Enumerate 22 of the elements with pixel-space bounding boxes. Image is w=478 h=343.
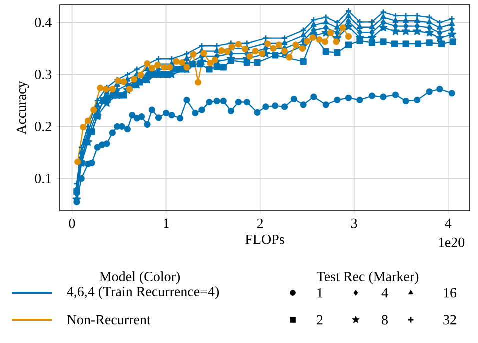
text: 16 (444, 288, 457, 298)
text: 1 (318, 288, 323, 298)
x-tick-label: 0 (69, 218, 76, 228)
text: Test Rec (Marker) (317, 272, 419, 284)
x-tick-label: 3 (352, 218, 358, 228)
y-tick-label: 0.3 (35, 70, 52, 80)
y-tick-label: 0.1 (35, 174, 52, 184)
text: 4,6,4 (Train Recurrence=4) (67, 286, 220, 300)
y-tick-label: 0.2 (35, 122, 52, 132)
text: Non-Recurrent (67, 315, 151, 325)
text: Model (Color) (100, 272, 180, 284)
y-axis-title: Accuracy (16, 81, 30, 135)
x-axis-title: FLOPs (246, 234, 284, 244)
text: 4 (382, 288, 388, 298)
y-tick-label: 0.4 (35, 18, 52, 28)
x-tick-label: 4 (445, 218, 452, 228)
text: 8 (382, 315, 388, 325)
x-tick-label: 2 (257, 218, 264, 228)
x-tick-label: 1 (164, 218, 169, 228)
text: 2 (317, 315, 323, 325)
text: 1e20 (439, 238, 465, 248)
text: 32 (444, 315, 456, 325)
